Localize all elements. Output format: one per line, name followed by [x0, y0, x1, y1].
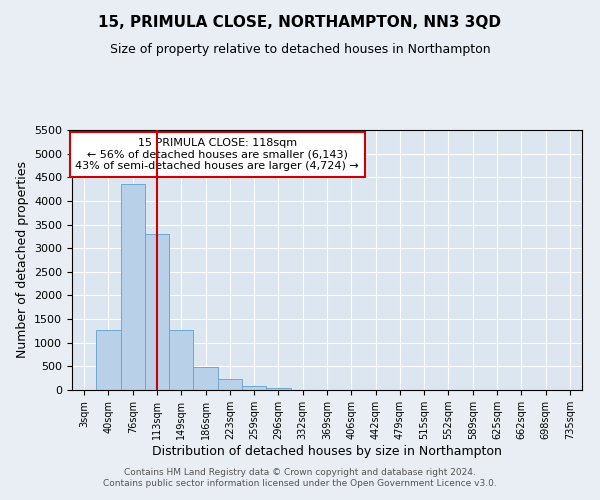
Bar — [96, 330, 121, 390]
Bar — [193, 367, 218, 390]
Bar — [121, 184, 145, 390]
Y-axis label: Number of detached properties: Number of detached properties — [16, 162, 29, 358]
X-axis label: Distribution of detached houses by size in Northampton: Distribution of detached houses by size … — [152, 445, 502, 458]
Text: 15 PRIMULA CLOSE: 118sqm
← 56% of detached houses are smaller (6,143)
43% of sem: 15 PRIMULA CLOSE: 118sqm ← 56% of detach… — [76, 138, 359, 171]
Text: Contains HM Land Registry data © Crown copyright and database right 2024.
Contai: Contains HM Land Registry data © Crown c… — [103, 468, 497, 487]
Bar — [145, 234, 169, 390]
Bar — [266, 388, 290, 390]
Bar — [169, 330, 193, 390]
Text: Size of property relative to detached houses in Northampton: Size of property relative to detached ho… — [110, 42, 490, 56]
Text: 15, PRIMULA CLOSE, NORTHAMPTON, NN3 3QD: 15, PRIMULA CLOSE, NORTHAMPTON, NN3 3QD — [98, 15, 502, 30]
Bar — [242, 386, 266, 390]
Bar — [218, 378, 242, 390]
